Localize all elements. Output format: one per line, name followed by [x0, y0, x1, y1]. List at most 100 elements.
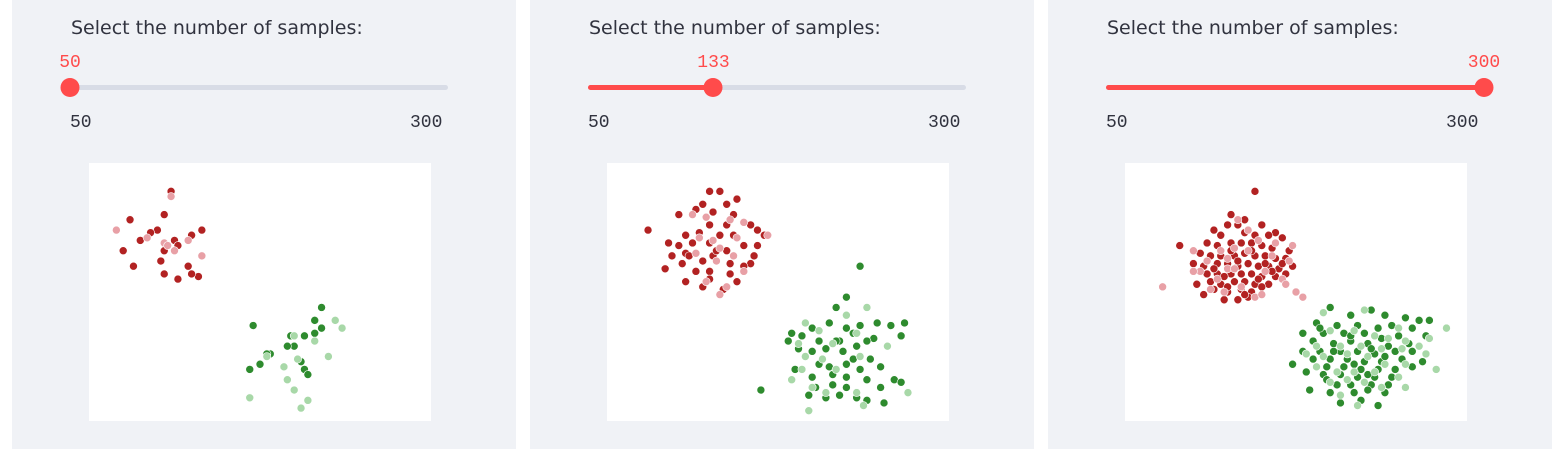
scatter-point [330, 316, 340, 325]
scatter-point [1360, 305, 1369, 315]
scatter-point [1278, 233, 1287, 243]
scatter-point [1380, 310, 1390, 320]
scatter-point [1401, 313, 1410, 323]
scatter-point [1175, 241, 1185, 250]
scatter-point [859, 401, 868, 410]
scatter-point [660, 264, 670, 274]
scatter-point [170, 246, 179, 256]
scatter-point [807, 347, 817, 356]
scatter-point [828, 339, 838, 348]
scatter-point [129, 261, 138, 271]
scatter-point [1298, 292, 1308, 302]
scatter-point [705, 267, 714, 276]
scatter-point [255, 359, 265, 369]
scatter-point [831, 365, 841, 374]
scatter-point [1291, 287, 1301, 297]
scatter-point [821, 344, 831, 354]
sample-slider-panel-3: Select the number of samples: 300 50 300 [1048, 0, 1552, 449]
slider-thumb[interactable] [60, 78, 80, 97]
scatter-point [1243, 225, 1253, 235]
scatter-point [173, 274, 183, 284]
slider-thumb[interactable] [1474, 78, 1494, 97]
scatter-point [1209, 225, 1219, 235]
scatter-point [303, 370, 313, 379]
scatter-point [708, 236, 718, 245]
scatter-point [842, 292, 851, 302]
scatter-point [896, 378, 906, 387]
scatter-point [337, 323, 347, 333]
scatter-point [855, 321, 865, 330]
scatter-point [1356, 341, 1366, 351]
scatter-point [118, 246, 128, 256]
scatter-point [112, 225, 121, 235]
scatter-point [1202, 256, 1212, 266]
scatter-point [1315, 323, 1325, 333]
scatter-point [725, 215, 735, 225]
scatter-point [1247, 269, 1256, 279]
scatter-point [1250, 187, 1260, 196]
slider-thumb[interactable] [703, 78, 723, 97]
scatter-point [293, 354, 302, 364]
scatter-point [1394, 323, 1403, 333]
scatter-point [814, 336, 824, 346]
scatter-point [691, 267, 701, 276]
scatter-point [1284, 256, 1294, 266]
scatter-point [1230, 277, 1239, 286]
scatter-point [1319, 308, 1328, 317]
slider-min-label: 50 [70, 113, 92, 133]
scatter-point [688, 238, 697, 248]
scatter-point [862, 336, 872, 346]
scatter-point [262, 352, 272, 361]
scatter-point [698, 199, 708, 209]
scatter-point [1288, 241, 1297, 250]
scatter-point [783, 336, 793, 346]
scatter-series-4 [787, 303, 913, 415]
scatter-point [1421, 349, 1431, 359]
scatter-point [1425, 316, 1434, 325]
scatter-point [739, 267, 749, 276]
scatter-point [1370, 331, 1379, 341]
scatter-point [1236, 238, 1246, 248]
scatter-point [674, 241, 684, 250]
scatter-point [1349, 326, 1359, 335]
scatter-point [1414, 316, 1424, 325]
samples-slider[interactable] [60, 78, 448, 97]
scatter-point [804, 406, 814, 415]
scatter-point [695, 233, 704, 243]
scatter-point [183, 236, 193, 245]
scatter-point [1230, 243, 1239, 253]
scatter-point [1336, 341, 1345, 351]
scatter-point [1380, 359, 1390, 369]
scatter-point [1254, 236, 1263, 245]
scatter-point [1373, 323, 1383, 333]
scatter-point [787, 375, 796, 385]
scatter-point [1216, 230, 1226, 240]
scatter-point [1233, 295, 1243, 305]
scatter-series-3 [756, 261, 909, 408]
scatter-point [1377, 383, 1386, 392]
scatter-point [317, 303, 326, 312]
scatter-point [674, 210, 684, 219]
scatter-point [835, 390, 844, 400]
scatter-point [1199, 290, 1208, 299]
scatter-point [1257, 220, 1267, 230]
scatter-point [855, 365, 865, 374]
scatter-point [804, 390, 814, 400]
scatter-point [1332, 321, 1342, 330]
scatter-point [197, 251, 207, 261]
slider-current-value: 300 [1467, 53, 1501, 73]
scatter-point [842, 359, 851, 369]
scatter-point [852, 328, 861, 338]
slider-max-label: 300 [410, 113, 443, 133]
scatter-point [794, 339, 803, 348]
scatter-series-2 [112, 192, 207, 261]
scatter-point [1226, 210, 1236, 219]
scatter-plot [1125, 163, 1467, 421]
samples-slider[interactable] [588, 78, 966, 97]
scatter-series-3 [1288, 303, 1434, 410]
scatter-point [283, 375, 292, 385]
samples-slider[interactable] [1106, 78, 1494, 97]
scatter-point [1202, 238, 1212, 248]
scatter-svg [112, 187, 347, 413]
scatter-point [753, 241, 762, 250]
